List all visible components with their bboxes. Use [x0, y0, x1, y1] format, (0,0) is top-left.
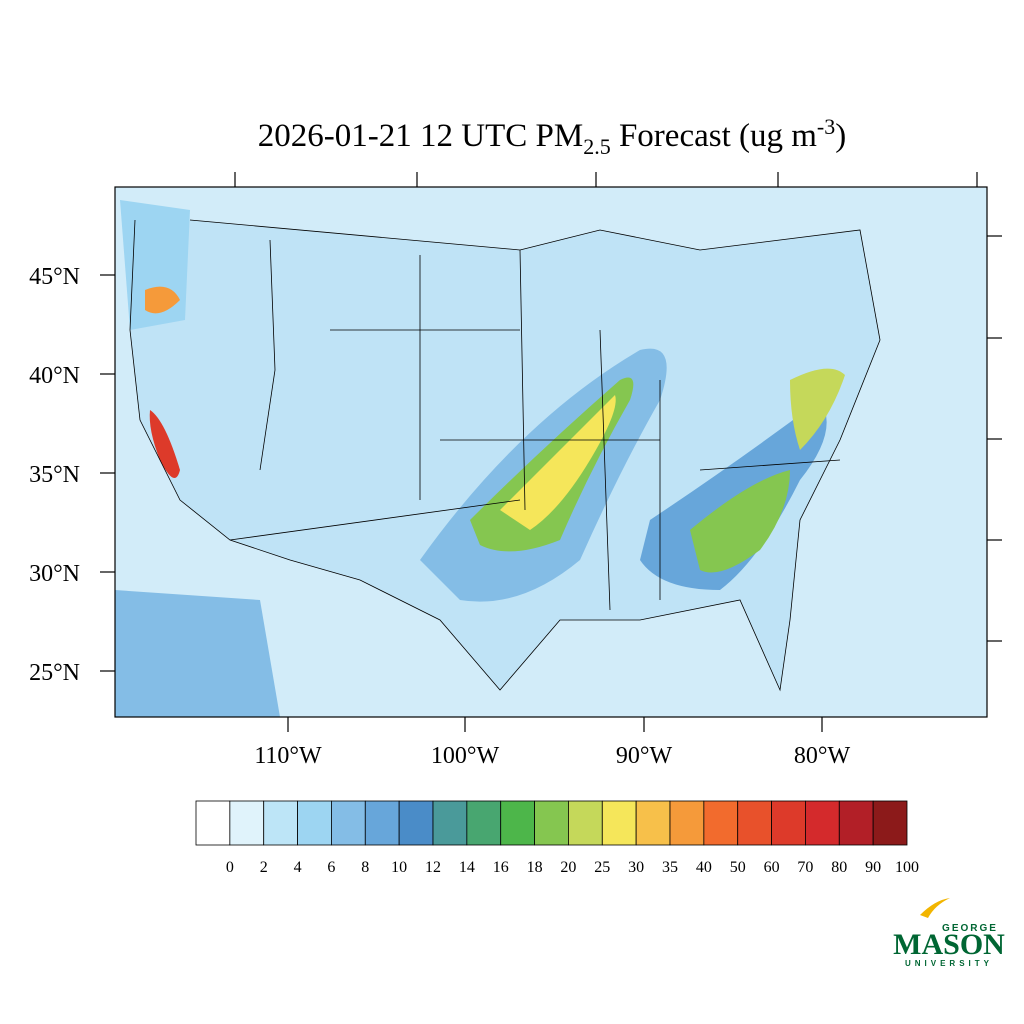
lat-label: 45°N — [29, 264, 80, 290]
map — [100, 172, 1002, 732]
color-box — [263, 800, 298, 846]
color-box — [195, 800, 231, 846]
colorbar-label: 16 — [493, 859, 509, 876]
logo: GEORGE MASON UNIVERSITY — [893, 898, 1005, 968]
plume — [115, 590, 280, 717]
lat-label: 35°N — [29, 462, 80, 488]
frame-ticks — [100, 172, 1002, 732]
color-box — [534, 800, 569, 846]
colorbar-label: 40 — [696, 859, 712, 876]
plume — [690, 470, 790, 573]
colorbar-label: 100 — [895, 859, 919, 876]
colorbar-label: 12 — [425, 859, 441, 876]
plume — [149, 410, 180, 478]
color-box — [771, 800, 806, 846]
lon-label: 110°W — [254, 743, 322, 769]
colorbar-label: 4 — [294, 859, 302, 876]
color-box — [635, 800, 671, 846]
plume — [640, 400, 827, 590]
title-part: Forecast (ug m — [611, 118, 818, 154]
color-box — [872, 800, 908, 846]
color-box — [398, 800, 434, 846]
color-box — [466, 800, 502, 846]
color-box — [669, 800, 705, 846]
logo-name: MASON — [893, 928, 1005, 961]
colorbar-label: 60 — [764, 859, 780, 876]
lat-labels: 45°N 40°N 35°N 30°N 25°N — [29, 264, 80, 686]
logo-top: GEORGE — [942, 923, 998, 934]
colorbar-label: 80 — [831, 859, 847, 876]
title-superscript: -3 — [817, 114, 835, 139]
color-box — [297, 800, 332, 846]
colorbar-label: 25 — [594, 859, 610, 876]
logo-swoosh — [920, 898, 950, 918]
color-box — [703, 800, 739, 846]
color-box — [364, 800, 400, 846]
lon-label: 90°W — [616, 743, 673, 769]
colorbar-label: 18 — [527, 859, 543, 876]
title-part: 2026-01-21 12 UTC PM — [258, 118, 583, 154]
lat-label: 40°N — [29, 363, 80, 389]
lon-label: 80°W — [794, 743, 851, 769]
colorbar-label: 90 — [865, 859, 881, 876]
logo-bottom: UNIVERSITY — [905, 959, 993, 968]
colorbar-label: 50 — [730, 859, 746, 876]
colorbar-label: 6 — [327, 859, 335, 876]
title-subscript: 2.5 — [583, 134, 611, 159]
colorbar-label: 10 — [391, 859, 407, 876]
color-box — [838, 800, 874, 846]
color-box — [737, 800, 772, 846]
color-box — [601, 800, 637, 846]
title: 2026-01-21 12 UTC PM2.5 Forecast (ug m-3… — [258, 114, 846, 159]
map-frame — [114, 186, 988, 718]
plume — [145, 286, 180, 314]
colorbar: 0 2 4 6 8 10 12 14 16 18 20 25 30 35 40 50 60 70 80 90 100 — [195, 800, 919, 876]
colorbar-label: 14 — [459, 859, 475, 876]
lat-label: 30°N — [29, 561, 80, 587]
colorbar-label: 8 — [361, 859, 369, 876]
colorbar-label: 35 — [662, 859, 678, 876]
colorbar-label: 20 — [560, 859, 576, 876]
lon-labels: 110°W 100°W 90°W 80°W — [254, 743, 850, 769]
plume — [790, 368, 845, 450]
color-box — [805, 800, 840, 846]
boundaries — [129, 219, 881, 692]
colorbar-label: 0 — [226, 859, 234, 876]
color-box — [432, 800, 468, 846]
color-box — [568, 800, 603, 846]
colorbar-label: 2 — [260, 859, 268, 876]
plume — [500, 395, 616, 530]
lat-label: 25°N — [29, 660, 80, 686]
colorbar-label: 30 — [628, 859, 644, 876]
color-box — [229, 800, 265, 846]
color-box — [500, 800, 535, 846]
title-part: ) — [835, 118, 846, 154]
lon-label: 100°W — [431, 743, 500, 769]
color-box — [331, 800, 366, 846]
colorbar-label: 70 — [797, 859, 813, 876]
